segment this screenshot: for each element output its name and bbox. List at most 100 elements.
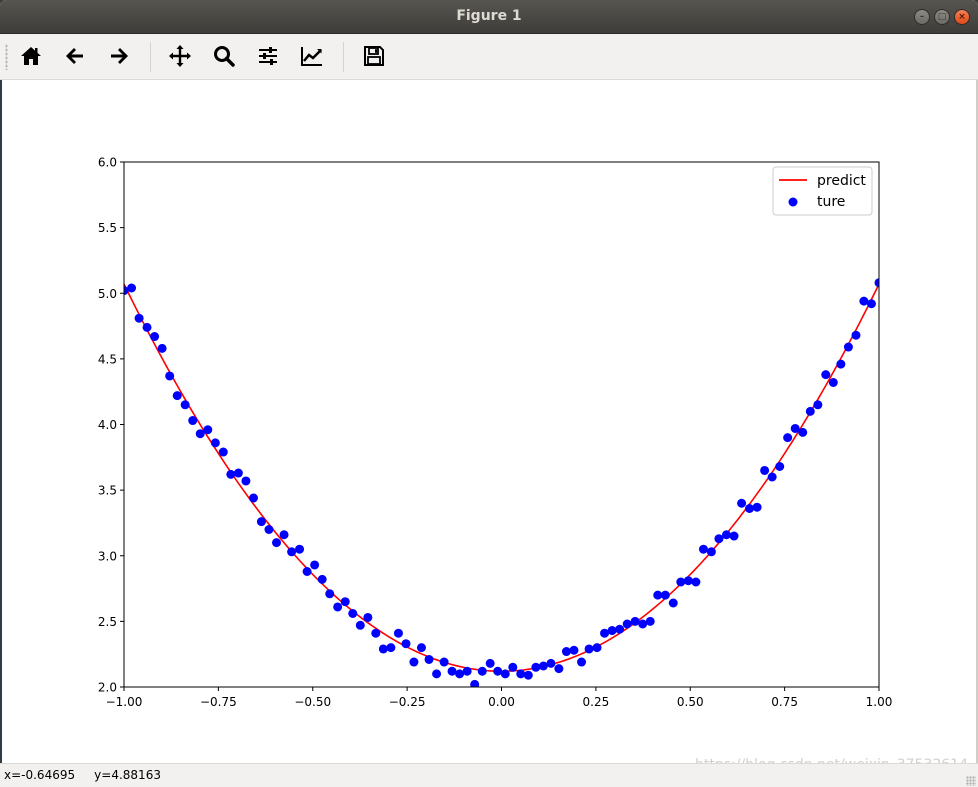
x-tick-label: −1.00 — [106, 695, 143, 709]
data-point — [447, 666, 457, 676]
magnifier-icon — [214, 46, 235, 67]
data-point — [363, 612, 373, 622]
x-tick-label: 1.00 — [866, 695, 893, 709]
y-tick-label: 5.0 — [98, 287, 117, 301]
data-point — [821, 370, 831, 380]
data-point — [210, 438, 220, 448]
data-point — [546, 658, 556, 668]
data-point — [165, 371, 175, 381]
data-point — [493, 666, 503, 676]
home-icon — [21, 47, 41, 65]
data-point — [790, 423, 800, 433]
data-point — [745, 504, 755, 513]
window-title: Figure 1 — [456, 8, 522, 24]
save-button[interactable] — [358, 40, 390, 72]
forward-button[interactable] — [103, 40, 135, 72]
predict-line — [124, 283, 879, 673]
data-point — [371, 628, 381, 638]
y-tick-label: 3.5 — [98, 484, 117, 498]
x-tick-label: 0.00 — [488, 695, 515, 709]
data-point — [577, 657, 587, 667]
data-point — [569, 645, 579, 655]
configure-subplots-button[interactable] — [252, 40, 284, 72]
data-point — [676, 577, 686, 587]
x-tick-label: −0.75 — [200, 695, 237, 709]
y-tick-label: 3.0 — [98, 549, 117, 563]
data-point — [409, 657, 419, 667]
status-bar: x=-0.64695 y=4.88163 — [0, 763, 978, 787]
x-tick-label: 0.75 — [771, 695, 798, 709]
minimize-button[interactable]: – — [914, 9, 930, 25]
legend-ture-label: ture — [817, 194, 845, 210]
toolbar-separator — [150, 42, 151, 72]
data-point — [241, 476, 251, 486]
data-point — [226, 469, 236, 479]
data-point — [142, 322, 152, 332]
close-button[interactable]: × — [954, 9, 970, 25]
window-edge — [0, 80, 2, 763]
data-point — [645, 616, 655, 626]
y-tick-label: 4.5 — [98, 352, 117, 366]
title-bar[interactable]: Figure 1 – □ × — [0, 0, 978, 34]
data-point — [287, 547, 297, 557]
data-point — [737, 498, 747, 508]
figure-canvas[interactable]: −1.00 −0.75 −0.50 −0.25 0.00 0.25 0.50 0.75 1.00… — [2, 80, 976, 763]
data-point — [698, 544, 708, 554]
home-button[interactable] — [15, 40, 47, 72]
arrow-right-icon — [111, 48, 128, 64]
data-point — [264, 525, 274, 534]
arrow-left-icon — [66, 48, 83, 64]
resize-grip[interactable] — [966, 776, 976, 786]
legend-box — [772, 166, 873, 216]
edit-axis-button[interactable] — [296, 40, 328, 72]
data-point — [500, 669, 510, 679]
data-point — [668, 598, 678, 608]
data-point — [660, 590, 670, 600]
data-point — [721, 530, 731, 540]
data-point — [706, 547, 716, 557]
data-point — [600, 628, 610, 638]
data-point — [798, 427, 808, 437]
data-point — [439, 657, 449, 667]
data-point — [767, 472, 777, 482]
data-point — [256, 517, 266, 527]
data-point — [828, 378, 838, 387]
zoom-button[interactable] — [208, 40, 240, 72]
y-tick-label: 5.5 — [98, 221, 117, 235]
data-point — [836, 359, 846, 369]
data-point — [752, 502, 762, 512]
pan-button[interactable] — [164, 40, 196, 72]
data-point — [523, 670, 533, 680]
data-point — [508, 662, 518, 672]
data-point — [653, 590, 663, 600]
data-point — [401, 639, 411, 649]
toolbar-grip[interactable] — [5, 44, 8, 70]
x-tick-label: −0.25 — [389, 695, 426, 709]
data-point — [760, 465, 770, 475]
data-point — [851, 330, 861, 340]
y-tick-label: 4.0 — [98, 418, 117, 432]
x-tick-label: −0.50 — [294, 695, 331, 709]
data-point — [554, 664, 564, 674]
data-point — [378, 644, 388, 654]
move-icon — [169, 45, 191, 67]
data-point — [638, 619, 648, 629]
back-button[interactable] — [59, 40, 91, 72]
axes-frame — [123, 161, 880, 688]
data-point — [538, 661, 548, 671]
data-point — [333, 602, 343, 612]
data-point — [355, 620, 365, 630]
data-point — [485, 658, 495, 668]
x-tick-label: 0.50 — [677, 695, 704, 709]
data-point — [455, 669, 465, 679]
data-point — [874, 278, 879, 288]
data-point — [348, 609, 358, 618]
maximize-button[interactable]: □ — [934, 9, 950, 25]
data-point — [615, 624, 625, 634]
data-point — [607, 626, 617, 636]
data-point — [584, 644, 594, 654]
plot-svg[interactable]: −1.00 −0.75 −0.50 −0.25 0.00 0.25 0.50 0.75 1.00… — [2, 80, 976, 763]
floppy-disk-icon — [364, 46, 384, 66]
data-point — [203, 425, 213, 435]
